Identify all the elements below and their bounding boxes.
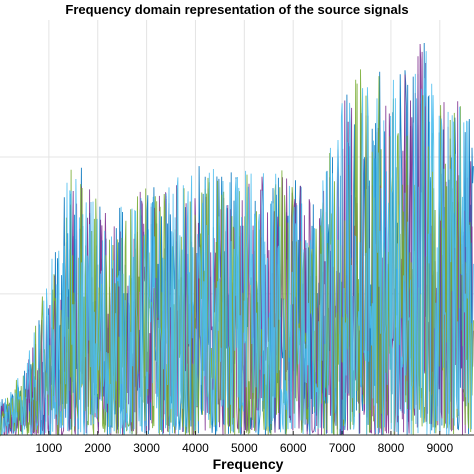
x-tick-label: 6000 — [280, 441, 307, 455]
x-tick-label: 7000 — [329, 441, 356, 455]
x-tick-label: 3000 — [133, 441, 160, 455]
x-tick-label: 2000 — [84, 441, 111, 455]
x-tick-label: 9000 — [426, 441, 453, 455]
chart-title: Frequency domain representation of the s… — [65, 2, 408, 17]
x-tick-label: 8000 — [378, 441, 405, 455]
x-tick-label: 5000 — [231, 441, 258, 455]
x-tick-label: 4000 — [182, 441, 209, 455]
series-line — [0, 51, 474, 437]
series-group — [0, 42, 474, 437]
x-axis-label: Frequency — [213, 456, 284, 472]
x-ticks: 1000 2000 3000 4000 5000 6000 7000 8000 9000 — [36, 431, 453, 455]
x-tick-label: 1000 — [36, 441, 63, 455]
